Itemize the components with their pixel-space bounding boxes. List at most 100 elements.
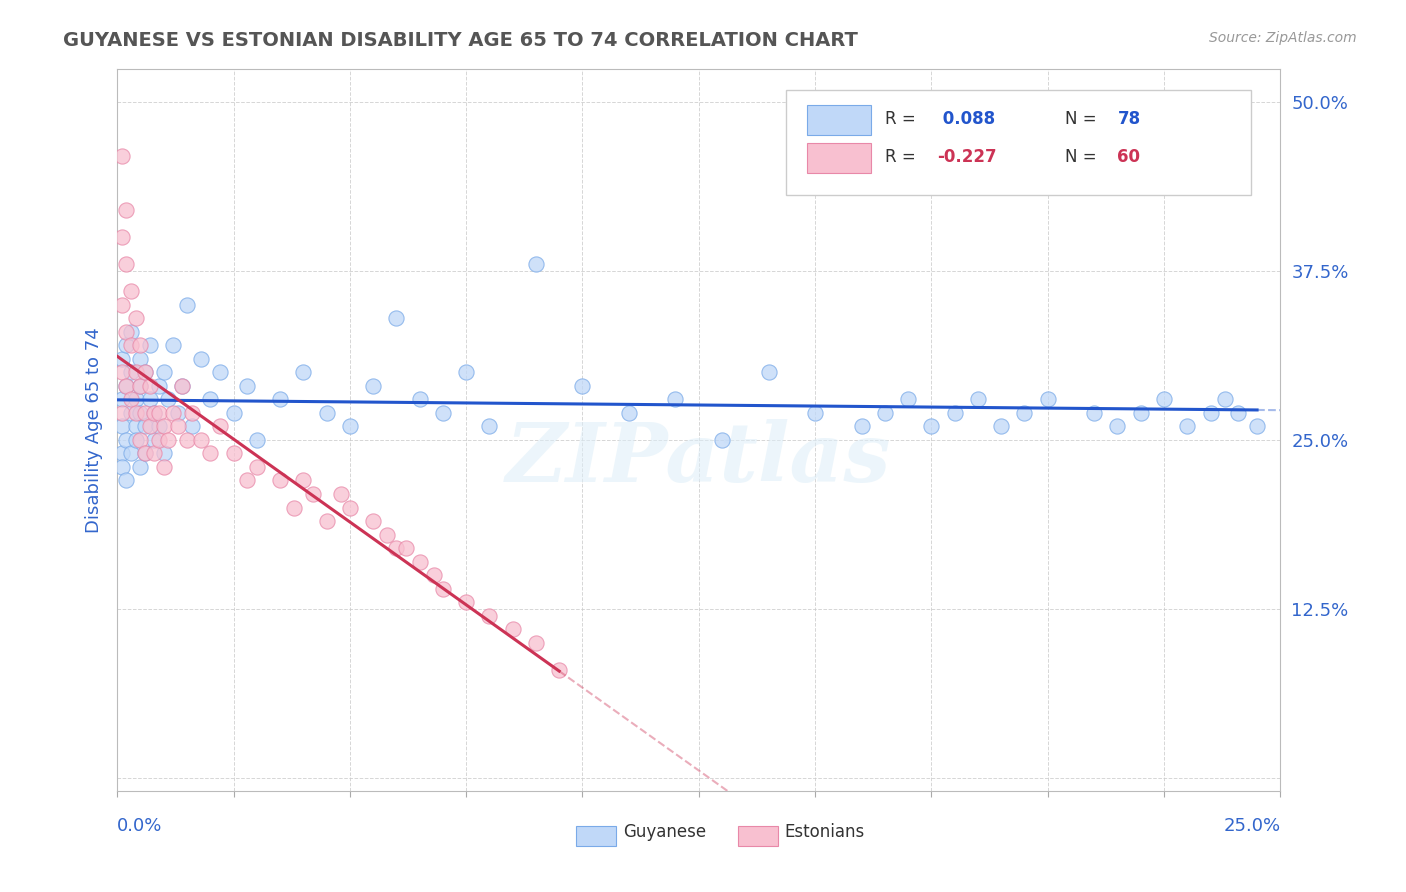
Point bbox=[125, 311, 148, 326]
Point bbox=[125, 366, 148, 380]
Point bbox=[139, 379, 162, 393]
Point bbox=[664, 392, 686, 407]
Text: GUYANESE VS ESTONIAN DISABILITY AGE 65 TO 74 CORRELATION CHART: GUYANESE VS ESTONIAN DISABILITY AGE 65 T… bbox=[63, 31, 858, 50]
Point bbox=[236, 379, 259, 393]
Point bbox=[315, 406, 337, 420]
Point bbox=[456, 595, 478, 609]
Text: 25.0%: 25.0% bbox=[1223, 817, 1281, 835]
Point bbox=[200, 446, 222, 460]
Point bbox=[162, 338, 184, 352]
Point bbox=[134, 406, 156, 420]
Point bbox=[395, 541, 418, 555]
Point bbox=[502, 622, 524, 636]
Point bbox=[1227, 406, 1250, 420]
Point bbox=[143, 446, 166, 460]
Point bbox=[292, 366, 315, 380]
Point bbox=[143, 433, 166, 447]
Point bbox=[478, 419, 501, 434]
Point bbox=[269, 474, 291, 488]
Point bbox=[125, 392, 148, 407]
Point bbox=[1036, 392, 1059, 407]
Point bbox=[134, 446, 156, 460]
Point bbox=[176, 298, 198, 312]
Point bbox=[246, 433, 269, 447]
Point bbox=[166, 419, 188, 434]
Point bbox=[134, 446, 156, 460]
Point bbox=[329, 487, 352, 501]
Text: N =: N = bbox=[1066, 148, 1102, 167]
Text: Guyanese: Guyanese bbox=[623, 823, 706, 841]
Point bbox=[111, 392, 134, 407]
Point bbox=[283, 500, 305, 515]
Point bbox=[1153, 392, 1175, 407]
Point bbox=[176, 433, 198, 447]
Text: 78: 78 bbox=[1118, 110, 1140, 128]
Point bbox=[111, 406, 134, 420]
Point bbox=[125, 419, 148, 434]
Text: R =: R = bbox=[884, 110, 921, 128]
Point bbox=[120, 325, 142, 339]
Point bbox=[134, 366, 156, 380]
Point bbox=[129, 406, 152, 420]
Point bbox=[129, 351, 152, 366]
Point bbox=[301, 487, 323, 501]
Point bbox=[375, 527, 398, 541]
Point bbox=[208, 366, 231, 380]
Point bbox=[115, 325, 138, 339]
Point bbox=[152, 419, 174, 434]
Point bbox=[1129, 406, 1152, 420]
Point bbox=[456, 366, 478, 380]
Point bbox=[111, 149, 134, 163]
Point bbox=[246, 460, 269, 475]
Text: 0.0%: 0.0% bbox=[117, 817, 163, 835]
Point bbox=[172, 379, 194, 393]
Point bbox=[111, 446, 134, 460]
Point bbox=[339, 419, 361, 434]
Point bbox=[200, 392, 222, 407]
FancyBboxPatch shape bbox=[786, 90, 1251, 195]
Point bbox=[758, 366, 780, 380]
Point bbox=[1213, 392, 1236, 407]
Y-axis label: Disability Age 65 to 74: Disability Age 65 to 74 bbox=[86, 327, 103, 533]
Point bbox=[292, 474, 315, 488]
Point bbox=[129, 338, 152, 352]
Point bbox=[111, 366, 134, 380]
Point bbox=[315, 514, 337, 528]
Point bbox=[180, 406, 202, 420]
Point bbox=[115, 379, 138, 393]
Point bbox=[617, 406, 640, 420]
Point bbox=[143, 406, 166, 420]
Point bbox=[162, 406, 184, 420]
Point bbox=[385, 311, 408, 326]
Point bbox=[408, 392, 430, 407]
Point bbox=[190, 351, 212, 366]
Point bbox=[222, 446, 245, 460]
Point bbox=[148, 433, 170, 447]
Point bbox=[873, 406, 896, 420]
Point bbox=[571, 379, 593, 393]
Point bbox=[236, 474, 259, 488]
Point bbox=[129, 433, 152, 447]
Point bbox=[208, 419, 231, 434]
Point bbox=[120, 366, 142, 380]
Text: Estonians: Estonians bbox=[785, 823, 865, 841]
Point bbox=[139, 392, 162, 407]
Point bbox=[120, 392, 142, 407]
Point bbox=[129, 460, 152, 475]
Point bbox=[115, 338, 138, 352]
Point bbox=[125, 433, 148, 447]
Point bbox=[115, 203, 138, 218]
Point bbox=[943, 406, 966, 420]
Point bbox=[524, 257, 547, 271]
Point bbox=[148, 379, 170, 393]
Point bbox=[152, 446, 174, 460]
Text: Source: ZipAtlas.com: Source: ZipAtlas.com bbox=[1209, 31, 1357, 45]
Point bbox=[524, 635, 547, 649]
Point bbox=[1175, 419, 1198, 434]
Point bbox=[139, 419, 162, 434]
Point bbox=[143, 406, 166, 420]
Point bbox=[157, 392, 180, 407]
Text: -0.227: -0.227 bbox=[938, 148, 997, 167]
Text: 60: 60 bbox=[1118, 148, 1140, 167]
Point bbox=[990, 419, 1012, 434]
